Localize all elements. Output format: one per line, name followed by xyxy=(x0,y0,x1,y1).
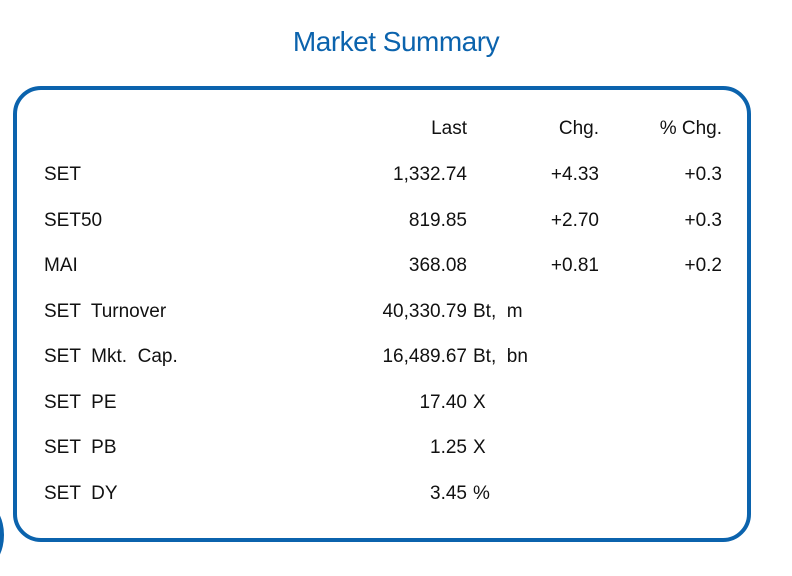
stat-value: 16,489.67 xyxy=(382,346,467,367)
column-header-pct-chg: % Chg. xyxy=(659,118,722,139)
index-last: 819.85 xyxy=(408,210,467,231)
stat-name: SET DY xyxy=(44,483,118,504)
stat-value: 3.45 xyxy=(430,483,467,504)
index-last: 1,332.74 xyxy=(393,164,467,185)
stat-name: SET Mkt. Cap. xyxy=(44,346,178,367)
stat-unit: % xyxy=(473,483,490,504)
stat-value: 17.40 xyxy=(419,392,467,413)
index-chg: +4.33 xyxy=(550,164,599,185)
column-header-chg: Chg. xyxy=(558,118,599,139)
index-pct-chg: +0.2 xyxy=(684,255,722,276)
index-pct-chg: +0.3 xyxy=(684,164,722,185)
column-header-last: Last xyxy=(431,118,467,139)
stat-unit: X xyxy=(473,437,486,458)
index-last: 368.08 xyxy=(408,255,467,276)
page-title: Market Summary xyxy=(292,26,500,57)
stat-name: SET PE xyxy=(44,392,117,413)
stat-unit: Bt, bn xyxy=(473,346,528,367)
decorative-arc xyxy=(0,505,4,565)
index-chg: +2.70 xyxy=(550,210,599,231)
stat-name: SET PB xyxy=(44,437,117,458)
stat-value: 1.25 xyxy=(430,437,467,458)
index-name: SET50 xyxy=(44,210,103,231)
index-name: SET xyxy=(44,164,81,185)
stat-name: SET Turnover xyxy=(44,301,167,322)
market-summary-panel xyxy=(13,86,751,542)
stat-unit: X xyxy=(473,392,486,413)
stat-unit: Bt, m xyxy=(473,301,523,322)
stat-value: 40,330.79 xyxy=(382,301,467,322)
index-name: MAI xyxy=(44,255,78,276)
index-chg: +0.81 xyxy=(550,255,599,276)
index-pct-chg: +0.3 xyxy=(684,210,722,231)
